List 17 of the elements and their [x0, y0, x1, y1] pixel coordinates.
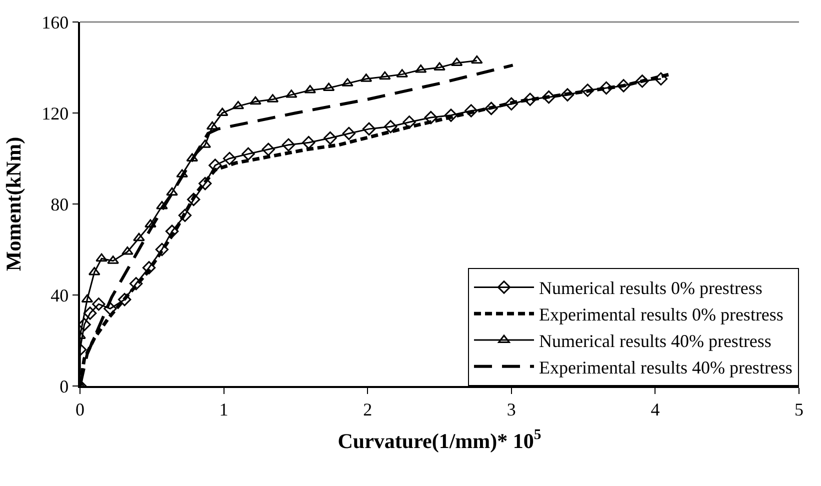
- x-tick-label: 3: [506, 399, 516, 420]
- legend-label: Experimental results 40% prestress: [539, 357, 792, 378]
- x-tick-label: 4: [650, 399, 660, 420]
- x-tick-label: 1: [219, 399, 228, 420]
- y-tick-label: 160: [42, 12, 69, 32]
- legend-label: Numerical results 0% prestress: [539, 278, 762, 298]
- y-axis-title: Moment(kNm): [1, 136, 26, 272]
- x-axis-title: Curvature(1/mm)* 10$^{5}$: [338, 427, 542, 454]
- y-tick-label: 40: [50, 285, 69, 306]
- legend-label: Numerical results 40% prestress: [539, 331, 772, 352]
- x-tick-label: 0: [76, 399, 84, 420]
- y-tick-label: 80: [50, 194, 69, 214]
- y-tick-label: 0: [60, 376, 69, 396]
- x-tick-label: 2: [363, 399, 372, 420]
- legend-label: Experimental results 0% prestress: [539, 304, 784, 325]
- x-tick-label: 5: [794, 399, 804, 420]
- y-tick-label: 120: [42, 103, 69, 124]
